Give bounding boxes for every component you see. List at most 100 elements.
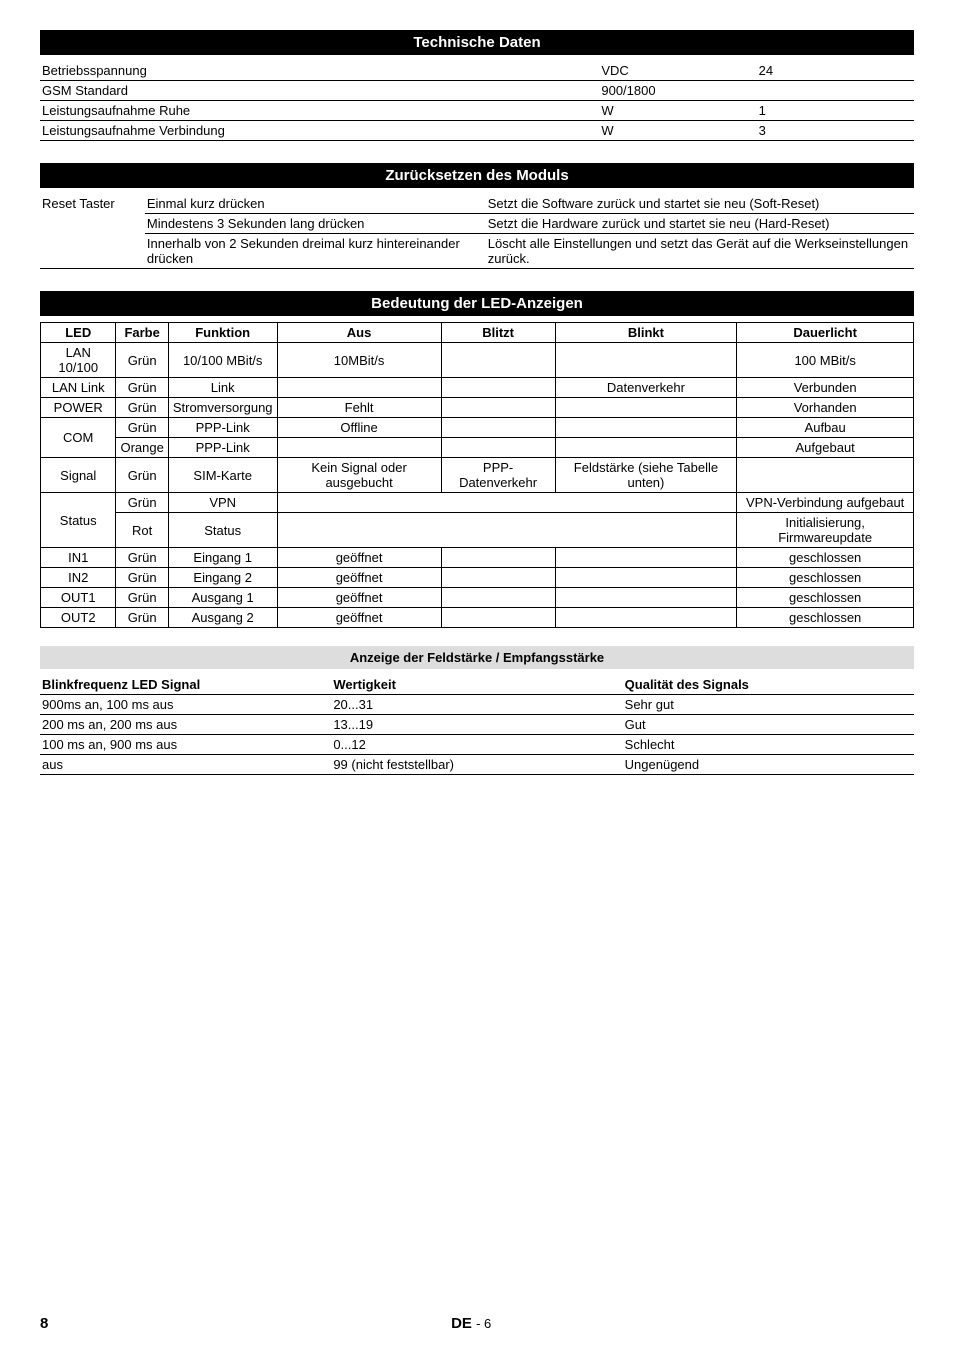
- cell: [757, 81, 914, 101]
- footer-left: 8: [40, 1315, 48, 1332]
- led-table: LED Farbe Funktion Aus Blitzt Blinkt Dau…: [40, 322, 914, 628]
- reset-table: Reset Taster Einmal kurz drücken Setzt d…: [40, 194, 914, 269]
- cell: Status: [168, 513, 277, 548]
- cell: [555, 438, 737, 458]
- cell: Betriebsspannung: [40, 61, 599, 81]
- cell: Signal: [41, 458, 116, 493]
- cell: Grün: [116, 608, 168, 628]
- cell: Feldstärke (siehe Tabelle unten): [555, 458, 737, 493]
- cell: Ausgang 2: [168, 608, 277, 628]
- cell: [441, 378, 555, 398]
- cell: Leistungsaufnahme Ruhe: [40, 101, 599, 121]
- cell: [441, 438, 555, 458]
- cell: Einmal kurz drücken: [145, 194, 486, 214]
- table-row: IN2GrünEingang 2geöffnetgeschlossen: [41, 568, 914, 588]
- cell: W: [599, 121, 756, 141]
- cell: Vorhanden: [737, 398, 914, 418]
- cell: Verbunden: [737, 378, 914, 398]
- cell: [555, 398, 737, 418]
- cell: [441, 608, 555, 628]
- cell: [277, 513, 737, 548]
- col-header: Blinkfrequenz LED Signal: [40, 675, 331, 695]
- table-row: GSM Standard900/1800: [40, 81, 914, 101]
- cell: 10MBit/s: [277, 343, 441, 378]
- cell: [555, 588, 737, 608]
- cell: VPN-Verbindung aufgebaut: [737, 493, 914, 513]
- cell: Grün: [116, 548, 168, 568]
- cell: 99 (nicht feststellbar): [331, 755, 622, 775]
- cell: Grün: [116, 378, 168, 398]
- cell: GSM Standard: [40, 81, 599, 101]
- cell: geöffnet: [277, 568, 441, 588]
- cell: LAN 10/100: [41, 343, 116, 378]
- cell: Sehr gut: [623, 695, 914, 715]
- cell: Fehlt: [277, 398, 441, 418]
- cell: W: [599, 101, 756, 121]
- table-row: LAN LinkGrünLink DatenverkehrVerbunden: [41, 378, 914, 398]
- table-row: 100 ms an, 900 ms aus0...12Schlecht: [40, 735, 914, 755]
- table-row: Leistungsaufnahme VerbindungW3: [40, 121, 914, 141]
- cell: PPP-Link: [168, 418, 277, 438]
- cell: Grün: [116, 398, 168, 418]
- reset-label: Reset Taster: [40, 194, 145, 269]
- cell: 0...12: [331, 735, 622, 755]
- cell: Mindestens 3 Sekunden lang drücken: [145, 214, 486, 234]
- section-title-tech: Technische Daten: [40, 30, 914, 55]
- cell: VDC: [599, 61, 756, 81]
- page-footer: 8 DE - 6: [40, 1315, 914, 1332]
- table-row: 200 ms an, 200 ms aus13...19Gut: [40, 715, 914, 735]
- table-header-row: Blinkfrequenz LED Signal Wertigkeit Qual…: [40, 675, 914, 695]
- cell: geschlossen: [737, 588, 914, 608]
- cell: [441, 588, 555, 608]
- cell: 10/100 MBit/s: [168, 343, 277, 378]
- cell: 20...31: [331, 695, 622, 715]
- table-row: OUT1GrünAusgang 1geöffnetgeschlossen: [41, 588, 914, 608]
- cell: [555, 568, 737, 588]
- cell: 100 MBit/s: [737, 343, 914, 378]
- table-row: RotStatusInitialisierung, Firmwareupdate: [41, 513, 914, 548]
- cell: [277, 493, 737, 513]
- cell: Status: [41, 493, 116, 548]
- col-header: LED: [41, 323, 116, 343]
- table-row: SignalGrünSIM-KarteKein Signal oder ausg…: [41, 458, 914, 493]
- cell: Innerhalb von 2 Sekunden dreimal kurz hi…: [145, 234, 486, 269]
- cell: [555, 418, 737, 438]
- cell: geschlossen: [737, 568, 914, 588]
- cell: Datenverkehr: [555, 378, 737, 398]
- cell: Aufbau: [737, 418, 914, 438]
- cell: Ungenügend: [623, 755, 914, 775]
- col-header: Funktion: [168, 323, 277, 343]
- cell: Gut: [623, 715, 914, 735]
- cell: PPP-Link: [168, 438, 277, 458]
- table-row: Leistungsaufnahme RuheW1: [40, 101, 914, 121]
- cell: geöffnet: [277, 608, 441, 628]
- cell: 900ms an, 100 ms aus: [40, 695, 331, 715]
- cell: [555, 548, 737, 568]
- col-header: Blinkt: [555, 323, 737, 343]
- col-header: Blitzt: [441, 323, 555, 343]
- cell: Setzt die Software zurück und startet si…: [486, 194, 914, 214]
- cell: OUT2: [41, 608, 116, 628]
- cell: Grün: [116, 343, 168, 378]
- cell: Initialisierung, Firmwareupdate: [737, 513, 914, 548]
- footer-lang: DE: [451, 1315, 472, 1332]
- cell: Ausgang 1: [168, 588, 277, 608]
- cell: geöffnet: [277, 548, 441, 568]
- signal-table: Blinkfrequenz LED Signal Wertigkeit Qual…: [40, 675, 914, 775]
- cell: Orange: [116, 438, 168, 458]
- table-row: COMGrünPPP-LinkOfflineAufbau: [41, 418, 914, 438]
- cell: Stromversorgung: [168, 398, 277, 418]
- table-row: POWERGrünStromversorgungFehltVorhanden: [41, 398, 914, 418]
- col-header: Qualität des Signals: [623, 675, 914, 695]
- table-row: IN1GrünEingang 1geöffnetgeschlossen: [41, 548, 914, 568]
- col-header: Dauerlicht: [737, 323, 914, 343]
- table-row: Mindestens 3 Sekunden lang drücken Setzt…: [40, 214, 914, 234]
- cell: [441, 418, 555, 438]
- cell: Schlecht: [623, 735, 914, 755]
- cell: [277, 438, 441, 458]
- cell: [555, 608, 737, 628]
- cell: LAN Link: [41, 378, 116, 398]
- table-row: 900ms an, 100 ms aus20...31Sehr gut: [40, 695, 914, 715]
- cell: Link: [168, 378, 277, 398]
- footer-page: - 6: [476, 1316, 491, 1331]
